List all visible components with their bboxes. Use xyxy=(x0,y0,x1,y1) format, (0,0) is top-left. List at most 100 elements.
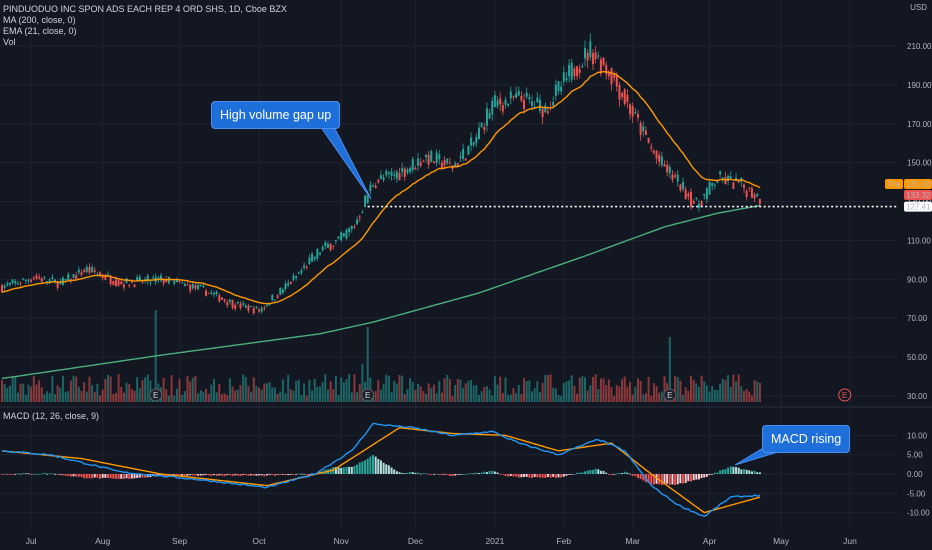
candle xyxy=(303,265,306,268)
histogram-bar xyxy=(258,474,261,476)
histogram-bar xyxy=(528,474,531,478)
candle xyxy=(324,242,327,246)
candle xyxy=(618,85,621,100)
candle xyxy=(515,93,518,98)
histogram-bar xyxy=(652,474,655,485)
histogram-bar xyxy=(268,474,271,475)
candle xyxy=(178,280,181,282)
histogram-bar xyxy=(409,472,412,474)
volume-bar xyxy=(597,389,600,402)
volume-bar xyxy=(350,392,353,402)
volume-bar xyxy=(297,379,300,402)
histogram-bar xyxy=(637,474,639,479)
candle xyxy=(183,284,186,286)
candle xyxy=(697,203,700,208)
macd-annotation[interactable]: MACD rising xyxy=(762,425,851,453)
histogram-bar xyxy=(292,474,295,475)
time-tick-label: 2021 xyxy=(485,536,504,546)
price-candles xyxy=(1,33,761,316)
candle xyxy=(258,309,261,312)
volume-bar xyxy=(501,393,504,402)
candle xyxy=(655,150,658,159)
candle xyxy=(220,297,223,300)
candle xyxy=(24,279,27,282)
vol-legend[interactable]: Vol xyxy=(3,37,16,47)
volume-bar xyxy=(663,376,666,402)
volume-bar xyxy=(578,377,581,402)
macd-legend[interactable]: MACD (12, 26, close, 9) xyxy=(3,411,100,421)
price-tick-label: 110.00 xyxy=(907,236,931,245)
volume-bar xyxy=(136,377,139,402)
volume-bar xyxy=(674,376,677,402)
histogram-bar xyxy=(59,474,62,475)
histogram-bar xyxy=(38,473,41,475)
histogram-bar xyxy=(610,474,613,476)
volume-bar xyxy=(77,386,80,402)
histogram-bar xyxy=(8,474,11,475)
candle xyxy=(557,81,560,91)
candle xyxy=(85,267,88,272)
histogram-bar xyxy=(735,467,738,474)
candle xyxy=(228,299,231,302)
candle xyxy=(255,306,258,308)
volume-bar xyxy=(379,389,382,402)
volume-bar xyxy=(414,389,417,402)
candle xyxy=(719,171,722,175)
candle xyxy=(279,287,282,295)
volume-bar xyxy=(703,381,706,402)
volume-bar xyxy=(438,380,441,402)
candle xyxy=(46,281,49,283)
candle xyxy=(319,252,321,255)
volume-bar xyxy=(16,392,19,402)
candle xyxy=(692,201,695,204)
volume-bar xyxy=(189,381,192,402)
candle xyxy=(658,155,661,162)
histogram-bar xyxy=(488,470,491,474)
earnings-marker-circle xyxy=(361,388,375,402)
histogram-bar xyxy=(584,471,586,474)
candle xyxy=(538,99,541,111)
histogram-bar xyxy=(531,474,533,479)
volume-bar xyxy=(403,394,406,402)
histogram-bar xyxy=(255,474,258,476)
volume-bar xyxy=(488,389,491,402)
candle xyxy=(194,285,197,289)
symbol-title[interactable]: PINDUODUO INC SPON ADS EACH REP 4 ORD SH… xyxy=(3,4,287,14)
volume-bar xyxy=(607,379,610,402)
volume-bar xyxy=(552,387,555,402)
histogram-bar xyxy=(350,466,353,474)
candle xyxy=(162,278,165,284)
volume-bar xyxy=(64,391,67,402)
histogram-bar xyxy=(51,473,54,475)
volume-bar xyxy=(652,383,655,402)
candle xyxy=(499,98,502,105)
candle xyxy=(504,99,507,105)
volume-bar xyxy=(303,383,306,402)
candle xyxy=(409,168,412,172)
histogram-bar xyxy=(369,456,372,474)
candle xyxy=(334,239,337,242)
ma-legend[interactable]: MA (200, close, 0) xyxy=(3,15,76,25)
candle xyxy=(613,74,616,78)
volume-bar xyxy=(326,389,329,402)
candle xyxy=(443,160,446,166)
candle xyxy=(104,275,107,280)
volume-bar xyxy=(170,375,173,402)
histogram-bar xyxy=(446,474,449,475)
histogram-bar xyxy=(271,474,274,476)
histogram-bar xyxy=(279,474,282,475)
candle xyxy=(674,175,677,177)
volume-bar xyxy=(721,378,724,402)
volume-bar xyxy=(197,393,200,402)
volume-bar xyxy=(668,337,671,402)
candle xyxy=(650,146,653,149)
volume-bar xyxy=(724,380,727,402)
candle xyxy=(488,113,491,119)
ema-legend[interactable]: EMA (21, close, 0) xyxy=(3,26,77,36)
histogram-bar xyxy=(631,474,634,476)
currency-label[interactable]: USD xyxy=(910,3,927,12)
volume-bar xyxy=(523,377,526,402)
gap-annotation[interactable]: High volume gap up xyxy=(211,101,341,129)
volume-bar xyxy=(509,394,512,402)
histogram-bar xyxy=(562,474,565,477)
